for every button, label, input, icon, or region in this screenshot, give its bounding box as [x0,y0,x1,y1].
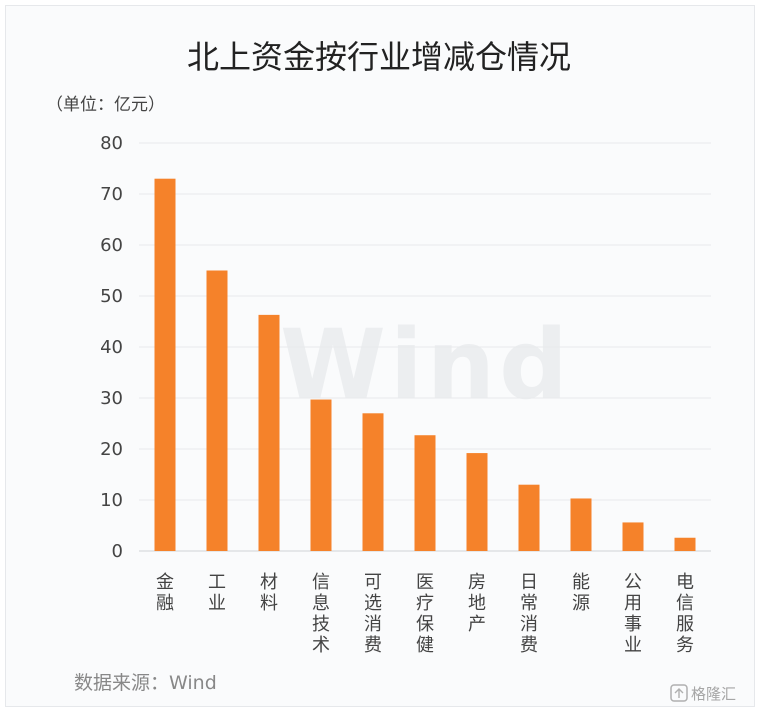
bar-9 [622,522,644,551]
y-tick-label: 50 [100,286,123,307]
bar-3 [310,399,332,551]
chart-title: 北上资金按行业增减仓情况 [187,38,571,76]
category-label-2: 材料 [260,572,278,614]
category-label-1: 工业 [208,572,226,614]
y-tick-label: 0 [112,541,123,562]
y-tick-label: 60 [100,235,123,256]
bar-10 [674,537,696,551]
unit-label: （单位：亿元） [46,95,165,115]
bar-0 [154,178,176,551]
chart-card: 北上资金按行业增减仓情况 （单位：亿元） Wind 0 10 20 30 40 50 60 7… [5,5,755,707]
category-label-3: 信息技术 [312,572,330,656]
bar-5 [414,435,436,551]
y-tick-label: 20 [100,439,123,460]
y-tick-label: 40 [100,337,123,358]
category-label-4: 可选消费 [364,572,382,656]
logo-text: 格隆汇 [691,685,736,703]
bar-7 [518,484,540,551]
y-tick-label: 30 [100,388,123,409]
bar-chart: 北上资金按行业增减仓情况 （单位：亿元） Wind 01020304050607… [46,38,736,703]
logo-icon [670,684,688,702]
y-axis-ticks: 0 10 20 30 40 50 60 70 80 [100,133,123,562]
y-tick-label: 10 [100,490,123,511]
bar-4 [362,413,384,551]
category-label-5: 医疗保健 [416,572,434,656]
y-tick-label: 80 [100,133,123,154]
gelonghui-logo: 格隆汇 [670,684,736,703]
bar-6 [466,453,488,551]
bar-2 [258,314,280,551]
y-tick-label: 70 [100,184,123,205]
category-label-8: 能源 [572,572,590,614]
bar-1 [206,270,228,551]
category-label-10: 电信服务 [676,572,694,656]
category-label-6: 房地产 [468,572,486,635]
category-label-7: 日常消费 [520,572,538,656]
category-label-0: 金融 [156,572,174,614]
source-note: 数据来源：Wind [74,672,217,694]
bars [154,178,696,551]
bar-8 [570,498,592,551]
category-label-9: 公用事业 [624,572,642,656]
